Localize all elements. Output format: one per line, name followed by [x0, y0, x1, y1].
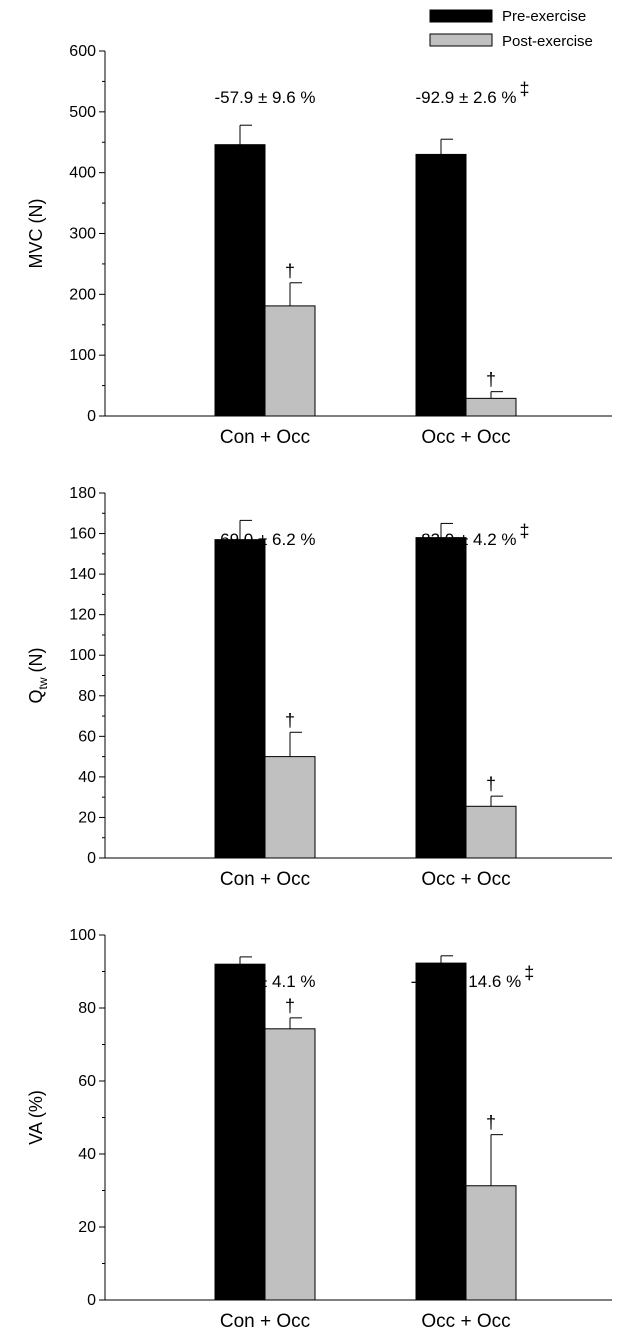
percent-change-annotation: -92.9 ± 2.6 % — [416, 88, 517, 107]
percent-change-annotation: -18.6 ± 4.1 % — [215, 972, 316, 991]
y-tick-label: 0 — [87, 1292, 96, 1309]
significance-marker: † — [486, 1113, 496, 1133]
significance-marker: ‡ — [520, 521, 530, 541]
legend-swatch-post — [429, 33, 493, 47]
y-tick-label: 40 — [78, 769, 96, 786]
y-tick-label: 100 — [69, 647, 96, 664]
x-category-label: Con + Occ — [220, 1311, 310, 1332]
x-category-label: Occ + Occ — [421, 1311, 510, 1332]
y-tick-label: 300 — [69, 226, 96, 243]
y-tick-label: 0 — [87, 408, 96, 425]
percent-change-annotation: -57.9 ± 9.6 % — [215, 88, 316, 107]
x-category-label: Occ + Occ — [421, 869, 510, 890]
x-category-label: Occ + Occ — [421, 427, 510, 448]
bar-pre-1 — [214, 539, 266, 859]
y-tick-label: 600 — [69, 43, 96, 60]
bar-pre-1 — [214, 144, 266, 417]
significance-marker: † — [285, 261, 295, 281]
chart-panel-2: 0 20 40 60 80 100 120 140 160 180 Qtw (N) † Con + Oc… — [26, 485, 612, 890]
significance-marker: ‡ — [524, 963, 534, 983]
y-tick-label: 20 — [78, 1219, 96, 1236]
bar-post-1 — [264, 1028, 316, 1301]
y-tick-label: 180 — [69, 485, 96, 502]
significance-marker: † — [486, 774, 496, 794]
y-tick-label: 140 — [69, 566, 96, 583]
legend-label-post: Post-exercise — [502, 33, 593, 50]
bar-pre-2 — [415, 153, 467, 417]
y-tick-label: 160 — [69, 526, 96, 543]
bar-post-1 — [264, 756, 316, 859]
y-tick-label: 80 — [78, 1000, 96, 1017]
y-tick-label: 400 — [69, 165, 96, 182]
y-tick-label: 60 — [78, 728, 96, 745]
percent-change-annotation: -83.0 ± 4.2 % — [416, 530, 517, 549]
y-tick-label: 20 — [78, 809, 96, 826]
y-axis-label: MVC (N) — [26, 199, 46, 269]
legend: Pre-exercise Post-exercise — [429, 8, 593, 50]
bar-post-2 — [465, 397, 517, 417]
legend-swatch-pre — [429, 9, 493, 23]
chart-panel-3: 0 20 40 60 80 100 VA (%) † Con + Occ † Occ + Occ -1… — [26, 927, 612, 1332]
y-tick-label: 100 — [69, 927, 96, 944]
y-tick-label: 100 — [69, 347, 96, 364]
y-tick-label: 500 — [69, 104, 96, 121]
legend-label-pre: Pre-exercise — [502, 8, 586, 25]
percent-change-annotation: -69.0 ± 6.2 % — [215, 530, 316, 549]
y-tick-label: 80 — [78, 688, 96, 705]
chart-panel-1: 0 100 200 300 400 500 600 MVC (N) † Con + Occ † Occ… — [26, 43, 612, 448]
bar-pre-2 — [415, 962, 467, 1301]
significance-marker: † — [486, 370, 496, 390]
bar-post-1 — [264, 305, 316, 417]
bar-pre-2 — [415, 537, 467, 859]
y-axis-label: VA (%) — [26, 1090, 46, 1145]
x-category-label: Con + Occ — [220, 869, 310, 890]
y-tick-label: 200 — [69, 286, 96, 303]
percent-change-annotation: -65.5 ± 14.6 % — [411, 972, 521, 991]
x-category-label: Con + Occ — [220, 427, 310, 448]
y-tick-label: 40 — [78, 1146, 96, 1163]
significance-marker: ‡ — [520, 79, 530, 99]
significance-marker: † — [285, 996, 295, 1016]
bar-post-2 — [465, 805, 517, 859]
bar-pre-1 — [214, 963, 266, 1301]
y-tick-label: 120 — [69, 607, 96, 624]
significance-marker: † — [285, 710, 295, 730]
y-tick-label: 60 — [78, 1073, 96, 1090]
y-axis-label: Qtw (N) — [26, 647, 50, 703]
bar-post-2 — [465, 1185, 517, 1301]
y-tick-label: 0 — [87, 850, 96, 867]
